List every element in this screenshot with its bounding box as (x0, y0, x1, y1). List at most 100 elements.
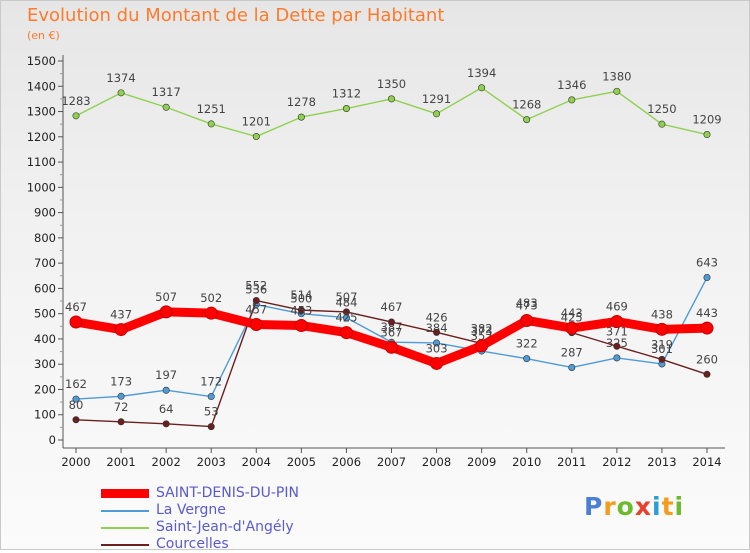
legend-label: Saint-Jean-d'Angély (156, 519, 294, 535)
data-label: 502 (200, 291, 222, 305)
legend-swatch (101, 510, 149, 512)
logo-letter: i (674, 492, 685, 521)
data-label: 467 (65, 300, 87, 314)
data-label: 536 (245, 283, 267, 297)
y-tick-label: 1500 (27, 54, 56, 68)
data-point (117, 89, 125, 97)
logo-letter: o (616, 492, 635, 521)
data-label: 643 (696, 256, 718, 270)
data-label: 301 (651, 342, 673, 356)
data-label: 382 (471, 321, 493, 335)
data-label: 319 (651, 337, 673, 351)
data-point (610, 314, 624, 328)
data-point (339, 326, 353, 340)
data-point (385, 340, 398, 354)
logo-letter: P (584, 492, 604, 521)
data-point (162, 103, 170, 111)
data-label: 438 (651, 307, 673, 321)
data-point (658, 355, 666, 363)
legend-swatch (101, 489, 149, 498)
data-point (117, 392, 125, 400)
data-point (387, 95, 395, 103)
logo-letter: i (652, 492, 662, 521)
x-tick-label: 2014 (692, 455, 721, 469)
data-point (114, 323, 128, 337)
data-point (703, 131, 711, 139)
data-label: 72 (114, 400, 129, 414)
data-label: 500 (290, 292, 312, 306)
data-label: 1374 (106, 71, 135, 85)
data-label: 425 (335, 311, 357, 325)
data-label: 1251 (197, 102, 226, 116)
data-point (523, 116, 531, 124)
data-point (342, 105, 350, 113)
proxiti-logo: Proxiti (584, 492, 684, 521)
data-label: 260 (696, 352, 718, 366)
x-tick-label: 2012 (602, 455, 631, 469)
data-point (72, 395, 80, 403)
logo-letter: x (634, 492, 652, 521)
data-label: 469 (606, 299, 628, 313)
y-tick-label: 700 (34, 256, 56, 270)
x-tick-label: 2001 (106, 455, 135, 469)
logo-letter: t (661, 492, 675, 521)
y-tick-label: 600 (34, 281, 56, 295)
data-label: 1268 (512, 98, 541, 112)
data-point (297, 113, 305, 121)
y-tick-label: 800 (34, 231, 56, 245)
data-point (478, 84, 486, 92)
legend-swatch (101, 527, 149, 529)
data-label: 162 (65, 377, 87, 391)
y-tick-label: 1200 (27, 130, 56, 144)
data-point (655, 322, 669, 336)
data-point (433, 110, 441, 118)
data-label: 453 (290, 304, 312, 318)
data-label: 1209 (692, 113, 721, 127)
x-tick-label: 2004 (242, 455, 271, 469)
data-label: 437 (110, 308, 132, 322)
data-label: 514 (290, 288, 312, 302)
data-label: 425 (561, 311, 583, 325)
x-tick-label: 2000 (61, 455, 90, 469)
data-label: 80 (69, 398, 84, 412)
data-label: 173 (110, 374, 132, 388)
data-label: 371 (606, 324, 628, 338)
x-tick-label: 2005 (287, 455, 316, 469)
data-point (568, 96, 576, 104)
y-tick-label: 1100 (27, 155, 56, 169)
data-label: 1312 (332, 87, 361, 101)
data-point (565, 321, 579, 335)
data-label: 457 (245, 303, 267, 317)
data-point (703, 274, 711, 282)
data-label: 552 (245, 279, 267, 293)
data-point (72, 416, 80, 424)
data-point (430, 356, 444, 370)
logo-letter: r (603, 492, 617, 521)
data-point (207, 393, 215, 401)
data-label: 443 (561, 306, 583, 320)
data-point (613, 87, 621, 95)
data-point (475, 339, 489, 353)
data-point (207, 423, 215, 431)
data-label: 367 (381, 325, 403, 339)
x-tick-label: 2008 (422, 455, 451, 469)
data-label: 64 (159, 402, 174, 416)
data-point (523, 355, 531, 363)
data-label: 1380 (602, 69, 631, 83)
data-point (658, 120, 666, 128)
data-label: 1394 (467, 66, 496, 80)
x-tick-label: 2010 (512, 455, 541, 469)
data-label: 197 (155, 368, 177, 382)
x-tick-label: 2007 (377, 455, 406, 469)
legend-label: La Vergne (156, 502, 226, 518)
y-tick-label: 900 (34, 206, 56, 220)
y-tick-label: 1000 (27, 180, 56, 194)
data-label: 303 (426, 341, 448, 355)
data-label: 373 (471, 324, 493, 338)
data-label: 322 (516, 337, 538, 351)
data-point (433, 339, 441, 347)
data-point (703, 370, 711, 378)
y-tick-label: 0 (49, 433, 56, 447)
data-label: 507 (335, 290, 357, 304)
